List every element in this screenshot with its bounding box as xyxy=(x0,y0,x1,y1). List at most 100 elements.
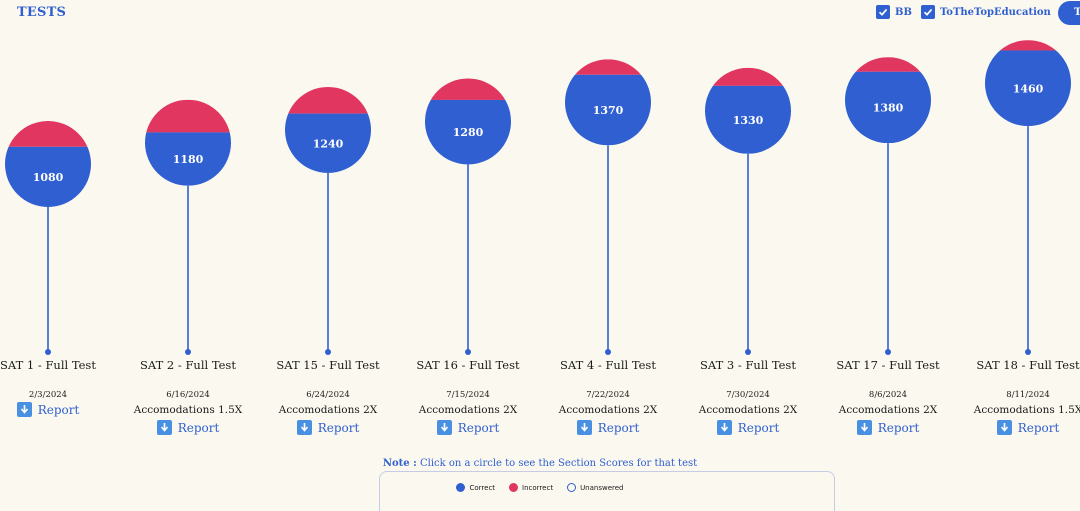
test-date: 6/16/2024 xyxy=(166,390,210,400)
test-name: SAT 16 - Full Test xyxy=(416,358,520,372)
test-date: 7/22/2024 xyxy=(586,390,630,400)
stem-dot xyxy=(885,349,891,355)
score-circle[interactable]: 1080 xyxy=(5,121,91,355)
score-label: 1380 xyxy=(873,101,904,114)
legend: Correct Incorrect Unanswered xyxy=(0,483,1080,492)
score-circle[interactable]: 1460 xyxy=(985,40,1071,355)
test-name: SAT 17 - Full Test xyxy=(836,358,940,372)
correct-segment xyxy=(705,85,791,154)
test-column: SAT 4 - Full Test 7/22/2024 Accomodations … xyxy=(538,358,678,437)
report-button[interactable]: Report xyxy=(996,420,1060,435)
report-label: Report xyxy=(877,420,920,435)
stem-dot xyxy=(325,349,331,355)
correct-segment xyxy=(565,74,651,146)
test-date: 6/24/2024 xyxy=(306,390,350,400)
incorrect-segment xyxy=(285,86,371,114)
score-circle[interactable]: 1240 xyxy=(285,86,371,355)
stem-dot xyxy=(465,349,471,355)
legend-item: Incorrect xyxy=(509,483,553,492)
score-circle[interactable]: 1380 xyxy=(845,57,931,355)
test-date: 7/30/2024 xyxy=(726,390,770,400)
score-label: 1180 xyxy=(173,153,204,166)
test-column: SAT 16 - Full Test 7/15/2024 Accomodations… xyxy=(398,358,538,437)
score-label: 1330 xyxy=(733,114,764,127)
stem-dot xyxy=(605,349,611,355)
score-circle[interactable]: 1330 xyxy=(705,67,791,355)
report-button[interactable]: Report xyxy=(156,420,220,435)
report-label: Report xyxy=(37,402,80,417)
report-button[interactable]: Report xyxy=(296,420,360,435)
report-button[interactable]: Report xyxy=(716,420,780,435)
score-label: 1370 xyxy=(593,104,624,117)
score-label: 1280 xyxy=(453,126,484,139)
download-icon xyxy=(436,420,452,435)
top-action-button[interactable]: T xyxy=(1058,1,1080,25)
report-label: Report xyxy=(1017,420,1060,435)
test-name: SAT 2 - Full Test xyxy=(140,358,236,372)
score-circle[interactable]: 1370 xyxy=(565,59,651,355)
correct-segment xyxy=(985,50,1071,127)
checkbox-checked-icon[interactable] xyxy=(876,5,890,19)
report-button[interactable]: Report xyxy=(576,420,640,435)
score-label: 1460 xyxy=(1013,82,1044,95)
download-icon xyxy=(996,420,1012,435)
checkbox-checked-icon[interactable] xyxy=(921,5,935,19)
report-label: Report xyxy=(737,420,780,435)
test-accommodation: Accomodations 2X xyxy=(698,404,798,416)
stem-dot xyxy=(1025,349,1031,355)
download-icon xyxy=(296,420,312,435)
score-circle[interactable]: 1180 xyxy=(145,99,231,355)
filter-label: ToTheTopEducation xyxy=(940,6,1051,18)
test-accommodation: Accomodations 1.5X xyxy=(973,404,1080,416)
report-button[interactable]: Report xyxy=(16,402,80,417)
filter-tothetopeducation[interactable]: ToTheTopEducation xyxy=(921,5,1051,19)
incorrect-segment xyxy=(705,67,791,86)
score-label: 1240 xyxy=(313,137,344,150)
incorrect-segment xyxy=(425,78,511,100)
test-date: 7/15/2024 xyxy=(446,390,490,400)
download-icon xyxy=(716,420,732,435)
download-icon xyxy=(156,420,172,435)
test-name: SAT 4 - Full Test xyxy=(560,358,656,372)
score-lollipop-chart: 1080 1180 1240 1280 1370 1330 1380 1460 xyxy=(5,40,1071,355)
note-text: Note : Click on a circle to see the Sect… xyxy=(382,458,698,469)
test-accommodation: Accomodations 1.5X xyxy=(133,404,243,416)
test-accommodation: Accomodations 2X xyxy=(838,404,938,416)
report-label: Report xyxy=(177,420,220,435)
correct-segment xyxy=(845,71,931,144)
legend-dot-icon xyxy=(456,483,466,492)
filter-label: BB xyxy=(895,6,912,18)
score-circle[interactable]: 1280 xyxy=(425,78,511,355)
report-label: Report xyxy=(317,420,360,435)
test-date: 2/3/2024 xyxy=(28,390,68,400)
legend-label: Unanswered xyxy=(580,483,624,492)
incorrect-segment xyxy=(845,57,931,72)
test-accommodation: Accomodations 2X xyxy=(418,404,518,416)
filter-bb[interactable]: BB xyxy=(876,5,912,19)
score-label: 1080 xyxy=(33,171,64,184)
test-name: SAT 15 - Full Test xyxy=(276,358,380,372)
legend-label: Incorrect xyxy=(522,483,554,492)
incorrect-segment xyxy=(5,121,91,147)
legend-dot-icon xyxy=(567,483,577,492)
test-column: SAT 1 - Full Test 2/3/2024 Report xyxy=(0,358,118,419)
legend-panel xyxy=(379,471,835,511)
test-column: SAT 15 - Full Test 6/24/2024 Accomodations… xyxy=(258,358,398,437)
test-column: SAT 2 - Full Test 6/16/2024 Accomodations … xyxy=(118,358,258,437)
report-label: Report xyxy=(597,420,640,435)
legend-label: Correct xyxy=(469,483,496,492)
incorrect-segment xyxy=(565,59,651,75)
test-name: SAT 3 - Full Test xyxy=(700,358,796,372)
test-date: 8/11/2024 xyxy=(1006,390,1050,400)
test-name: SAT 18 - Full Test xyxy=(976,358,1080,372)
download-icon xyxy=(16,402,32,417)
report-button[interactable]: Report xyxy=(856,420,920,435)
incorrect-segment xyxy=(985,40,1071,51)
report-button[interactable]: Report xyxy=(436,420,499,435)
legend-item: Unanswered xyxy=(567,483,624,492)
stem-dot xyxy=(745,349,751,355)
stem-dot xyxy=(185,349,191,355)
download-icon xyxy=(576,420,592,435)
download-icon xyxy=(856,420,872,435)
legend-item: Correct xyxy=(456,483,495,492)
